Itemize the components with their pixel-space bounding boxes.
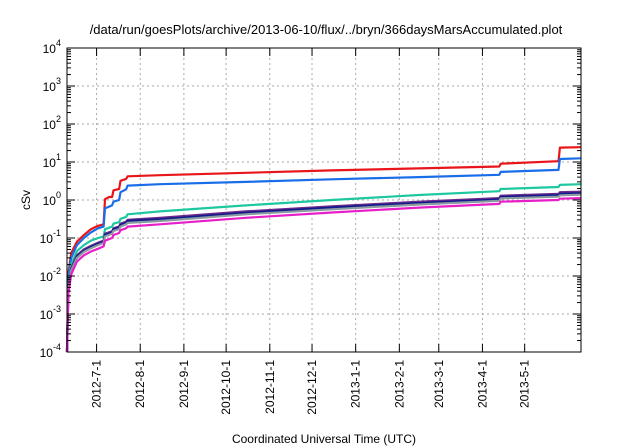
y-tick-label: 101 <box>43 152 61 170</box>
y-axis: 10-4 10-3 10-2 10-1 100 101 102 103 104 <box>40 38 581 360</box>
y-tick-label: 103 <box>43 76 61 94</box>
x-axis: 2012-7-1 2012-8-1 2012-9-1 2012-10-1 2012-11… <box>90 48 532 415</box>
x-tick-label: 2013-5-1 <box>518 360 532 408</box>
chart-title: /data/run/goesPlots/archive/2013-06-10/f… <box>90 22 563 37</box>
x-tick-label: 2012-8-1 <box>133 360 147 408</box>
y-tick-label: 104 <box>43 38 61 56</box>
x-tick-label: 2012-9-1 <box>177 360 191 408</box>
x-tick-label: 2012-11-1 <box>263 360 277 414</box>
x-tick-label: 2012-10-1 <box>219 360 233 415</box>
x-tick-label: 2013-2-1 <box>392 360 406 408</box>
y-tick-label: 10-3 <box>40 304 61 322</box>
y-axis-label: cSv <box>19 190 33 210</box>
series-line-7 <box>65 197 582 353</box>
series-line-5 <box>65 192 582 353</box>
series-line-1 <box>65 146 582 353</box>
x-tick-label: 2013-3-1 <box>432 360 446 408</box>
y-tick-label: 10-1 <box>40 228 61 246</box>
series-line-4 <box>65 190 582 353</box>
x-tick-label: 2012-12-1 <box>305 360 319 415</box>
x-tick-label: 2013-4-1 <box>475 360 489 408</box>
y-tick-label: 10-2 <box>40 266 61 284</box>
series-line-3 <box>65 183 582 353</box>
y-tick-label: 10-4 <box>40 342 61 360</box>
y-tick-label: 102 <box>43 114 61 132</box>
y-tick-label: 100 <box>43 190 61 208</box>
series-group <box>65 146 582 353</box>
x-tick-label: 2012-7-1 <box>90 360 104 408</box>
x-axis-label: Coordinated Universal Time (UTC) <box>232 432 416 446</box>
x-tick-label: 2013-1-1 <box>349 360 363 408</box>
series-line-2 <box>65 157 582 353</box>
series-line-6 <box>65 193 582 353</box>
